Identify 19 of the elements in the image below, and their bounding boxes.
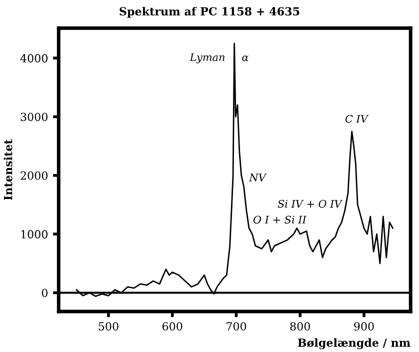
- x-axis-title: Bølgelængde / nm: [298, 338, 410, 350]
- annotation: O I + Si II: [254, 216, 307, 224]
- y-tick-label: 0: [42, 288, 48, 298]
- annotation: α: [242, 56, 249, 62]
- x-tick-label: 600: [162, 322, 182, 331]
- annotation: Si IV + O IV: [278, 200, 343, 208]
- y-tick-label: 1000: [21, 230, 48, 238]
- x-tick-label: 800: [290, 322, 310, 331]
- chart-title: Spektrum af PC 1158 + 4635: [120, 6, 300, 18]
- x-tick-label: 500: [98, 322, 118, 331]
- y-tick-label: 3000: [20, 112, 48, 122]
- x-tick-label: 700: [226, 322, 246, 331]
- y-tick-label: 4000: [20, 54, 48, 62]
- annotation: Lyman: [190, 53, 225, 64]
- annotation: NV: [248, 174, 267, 182]
- y-axis-title: Intensitet: [4, 139, 12, 200]
- y-tick-label: 2000: [20, 171, 48, 180]
- annotation: C IV: [345, 114, 369, 123]
- x-tick-label: 900: [354, 322, 374, 331]
